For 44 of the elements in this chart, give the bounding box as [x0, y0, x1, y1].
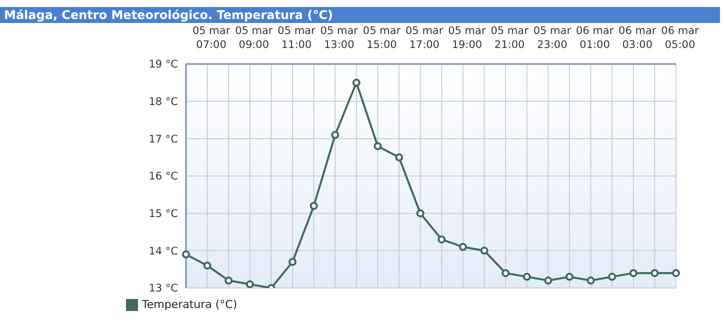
point: [203, 262, 212, 270]
point: [224, 276, 233, 285]
point: [438, 235, 446, 244]
x-tick-label: 06 mar 01:00: [576, 25, 614, 51]
point: [565, 272, 574, 281]
y-tick-label: 15 °C: [148, 208, 178, 220]
point: [246, 280, 254, 288]
point: [502, 269, 510, 278]
point: [352, 78, 360, 87]
x-tick-label: 05 mar 11:00: [278, 25, 316, 51]
point: [416, 209, 424, 218]
y-tick-label: 16 °C: [148, 170, 178, 183]
y-tick-label: 19 °C: [148, 58, 178, 71]
y-tick-label: 14 °C: [148, 245, 178, 258]
point: [480, 246, 488, 255]
point: [395, 153, 404, 162]
point: [182, 250, 190, 258]
x-tick-label: 05 mar 21:00: [490, 25, 530, 51]
x-tick-label: 05 mar 07:00: [192, 25, 231, 51]
point: [458, 242, 467, 251]
x-tick-label: 06 mar 05:00: [661, 25, 700, 51]
point: [288, 258, 297, 266]
x-tick-label: 05 mar 13:00: [320, 25, 359, 51]
x-tick-label: 06 mar 03:00: [618, 25, 657, 51]
y-tick-label: 17 °C: [148, 133, 178, 146]
x-tick-label: 05 mar 09:00: [235, 25, 274, 51]
x-tick-label: 05 mar 19:00: [448, 25, 486, 51]
x-tick-label: 05 mar 23:00: [533, 25, 572, 51]
point: [331, 130, 340, 139]
point: [672, 269, 680, 278]
chart-title: Málaga, Centro Meteorológico. Temperatura (°C): [0, 7, 720, 23]
legend-label: Temperatura (°C): [142, 298, 238, 311]
point: [608, 272, 616, 281]
point: [544, 276, 552, 285]
x-tick-label: 05 mar 17:00: [406, 25, 444, 51]
y-tick-label: 18 °C: [148, 96, 178, 108]
y-tick-label: 13 °C: [148, 282, 178, 295]
point: [522, 272, 531, 281]
x-tick-label: 05 mar 15:00: [362, 25, 402, 51]
point: [629, 269, 638, 278]
point: [586, 276, 595, 285]
point: [310, 202, 318, 210]
point: [374, 142, 382, 150]
point: [650, 269, 659, 278]
